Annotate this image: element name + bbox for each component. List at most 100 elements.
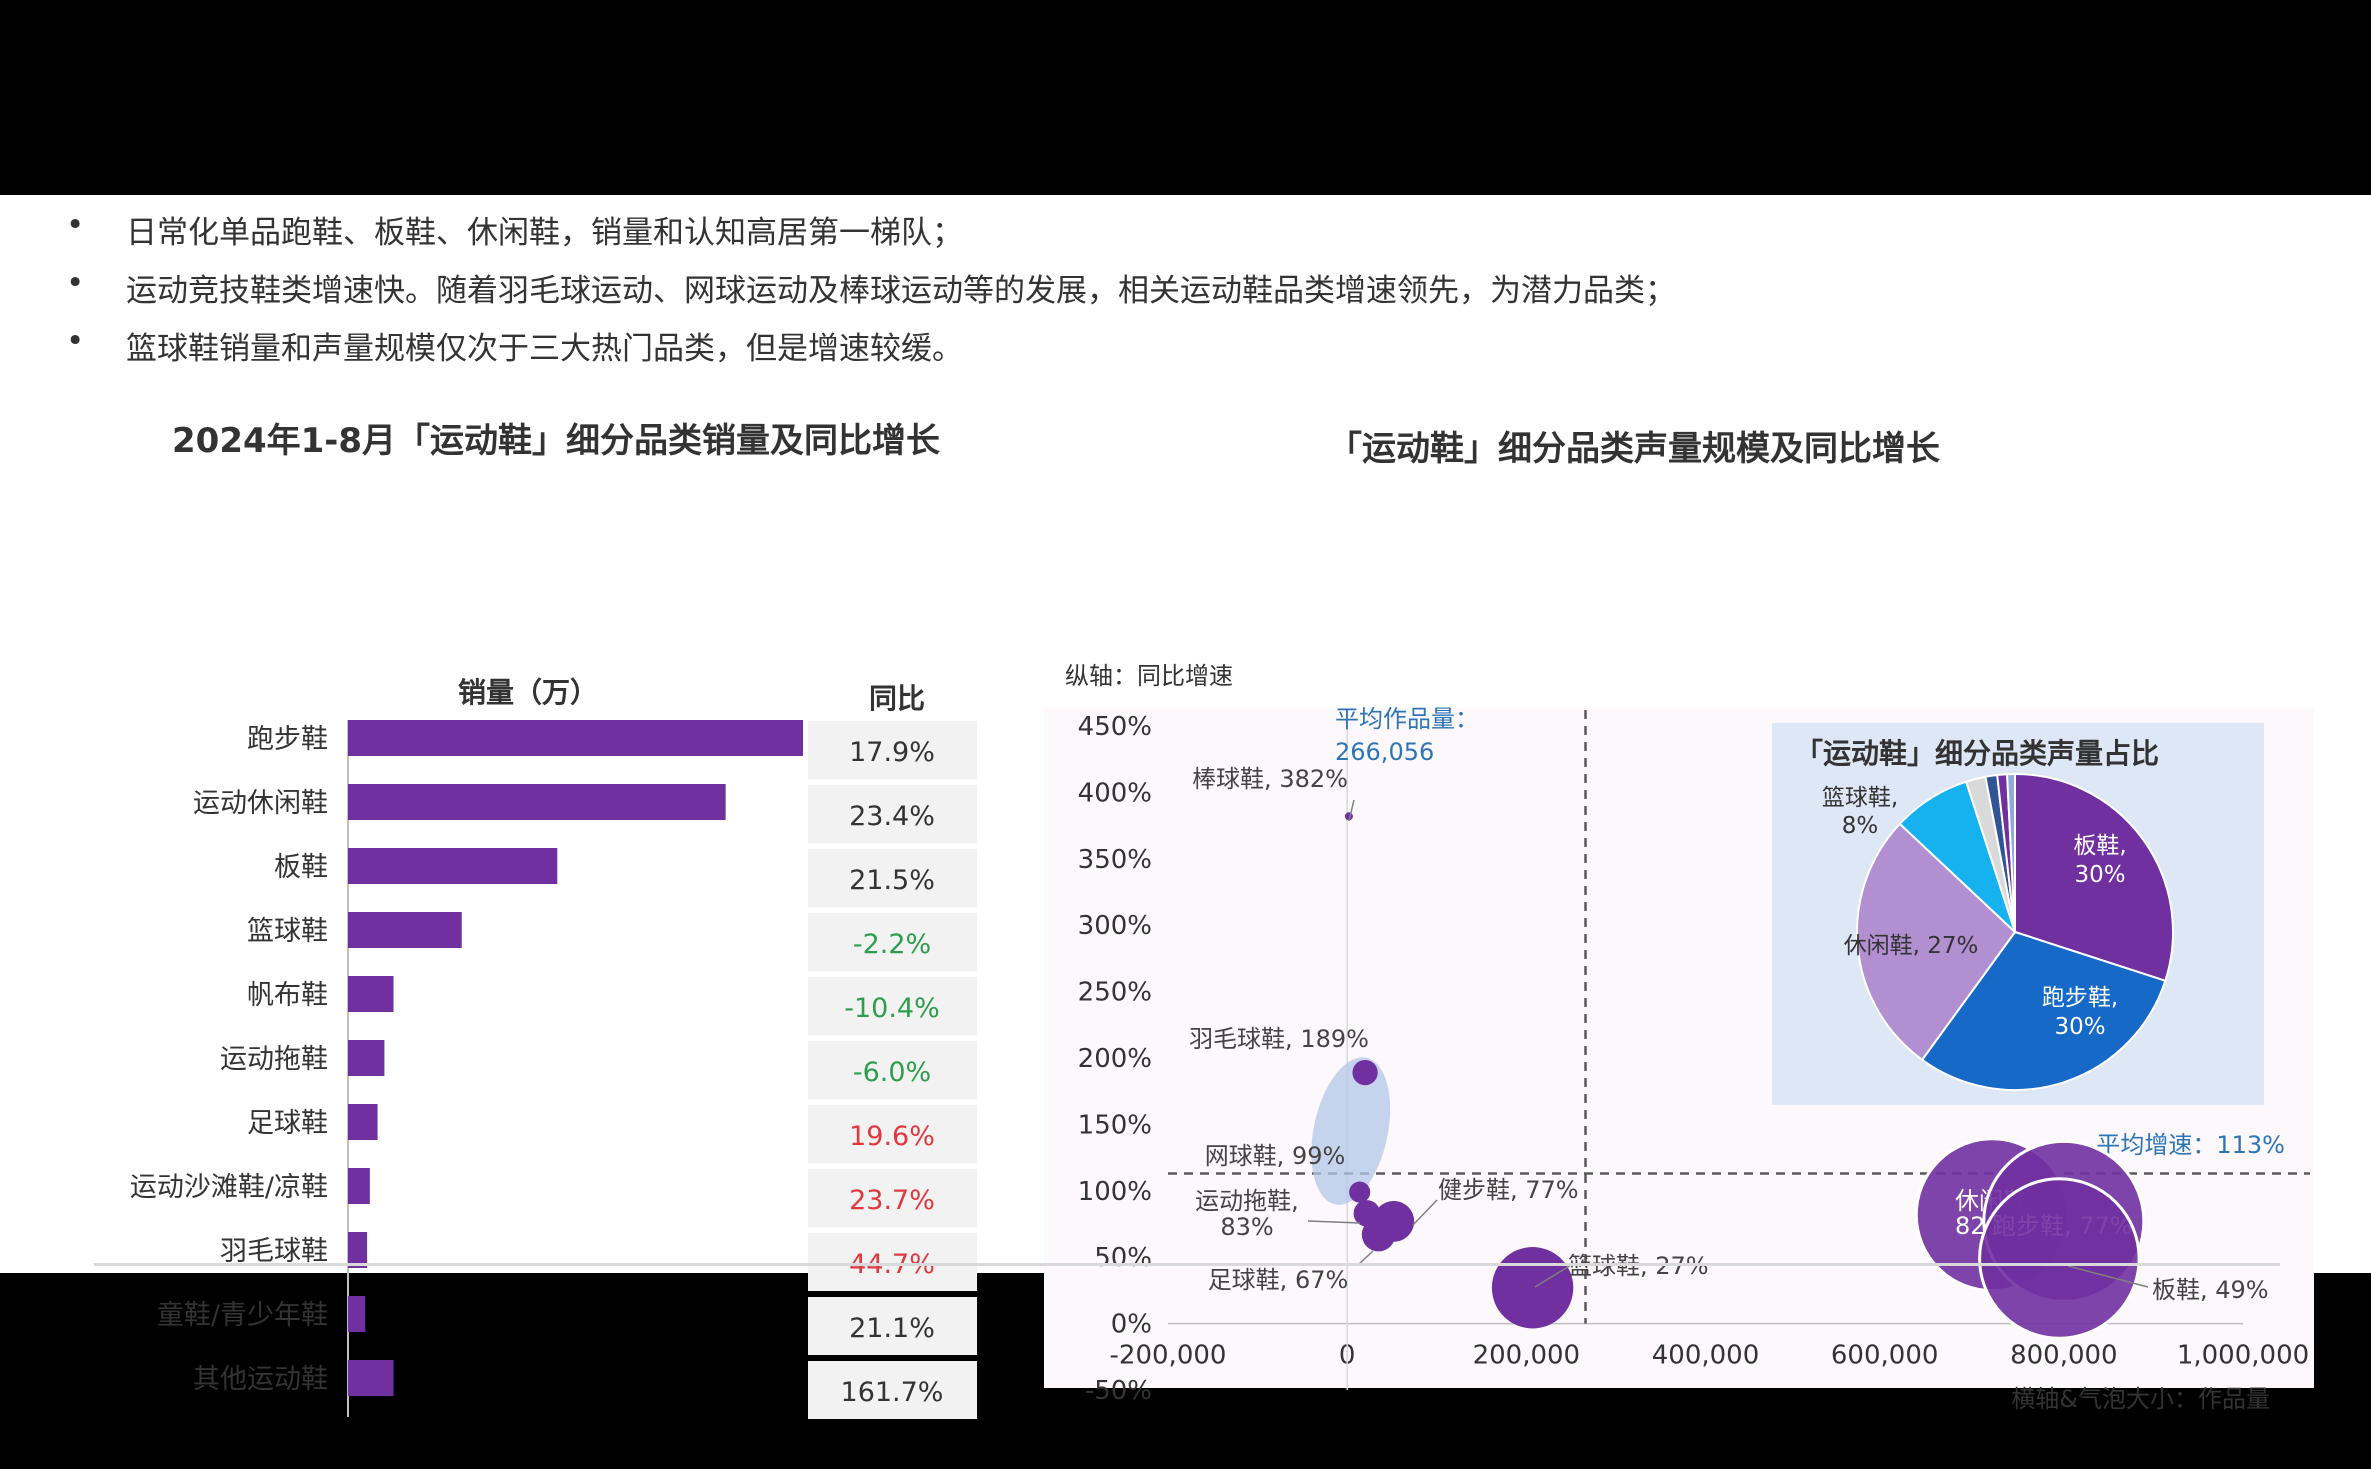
avg-x-value: 266,056 [1335, 738, 1434, 766]
y-tick-label: 350% [1078, 845, 1152, 875]
bullet-text: 日常化单品跑鞋、板鞋、休闲鞋，销量和认知高居第一梯队； [126, 215, 963, 251]
y-tick-label: 400% [1078, 778, 1152, 808]
data-bubble [1352, 1059, 1378, 1086]
x-tick-label: 200,000 [1473, 1341, 1581, 1371]
bar [348, 784, 726, 820]
x-tick-label: 1,000,000 [2177, 1341, 2309, 1371]
y-tick-label: 100% [1078, 1177, 1152, 1207]
yoy-value: 161.7% [841, 1377, 944, 1408]
data-bubble [1978, 1177, 2141, 1340]
data-label: 棒球鞋, 382% [1192, 765, 1348, 793]
data-label: 83% [1220, 1213, 1273, 1241]
label-leader [1357, 1250, 1374, 1266]
pie-pct-label: 30% [2054, 1014, 2105, 1040]
bar [348, 912, 462, 948]
x-axis-label: 横轴&气泡大小：作品量 [2011, 1385, 2270, 1413]
y-tick-label: 150% [1078, 1110, 1152, 1140]
pie-slice [1920, 930, 2167, 1091]
pie-slice [1856, 822, 2017, 1062]
yoy-value: -6.0% [853, 1057, 931, 1088]
yoy-value: 17.9% [849, 737, 935, 768]
bar [348, 976, 394, 1012]
category-label: 足球鞋 [247, 1108, 328, 1139]
x-tick-label: 400,000 [1652, 1341, 1760, 1371]
category-label: 童鞋/青少年鞋 [157, 1300, 328, 1331]
yoy-header: 同比 [869, 682, 925, 715]
category-label: 帆布鞋 [247, 980, 328, 1011]
data-label: 网球鞋, 99% [1205, 1142, 1346, 1170]
scatter-chart: 纵轴：同比增速 450% 400% 350% 300% 250% 200% 150% 100% 5… [1044, 662, 2314, 1413]
bar [348, 1232, 368, 1268]
avg-y-label: 平均增速：113% [2096, 1131, 2285, 1159]
label-leader [1412, 1199, 1438, 1226]
y-tick-label: 250% [1078, 978, 1152, 1008]
category-label: 篮球鞋 [247, 916, 328, 947]
scatter-chart-title: 「运动鞋」细分品类声量规模及同比增长 [1328, 429, 1940, 469]
bar-chart-title: 2024年1-8月「运动鞋」细分品类销量及同比增长 [172, 421, 941, 461]
y-tick-label: -50% [1085, 1376, 1152, 1406]
y-tick-label: 200% [1078, 1044, 1152, 1074]
yoy-cell [808, 1041, 977, 1099]
y-tick-label: 50% [1094, 1243, 1152, 1273]
category-label: 板鞋 [274, 852, 328, 883]
value-header: 销量（万） [458, 676, 598, 709]
yoy-cell [808, 1233, 977, 1291]
data-label: 足球鞋, 67% [1208, 1266, 1349, 1294]
footer-divider [94, 1263, 2280, 1266]
category-label: 运动拖鞋 [220, 1044, 328, 1075]
data-label: 羽毛球鞋, 189% [1189, 1025, 1369, 1053]
category-label: 跑步鞋 [247, 724, 328, 755]
pie-pct-label: 8% [1842, 813, 1879, 839]
pie-pct-label: 30% [2074, 862, 2125, 888]
yoy-value: 19.6% [849, 1121, 935, 1152]
y-tick-label: 0% [1111, 1310, 1152, 1340]
data-label: 健步鞋, 77% [1438, 1176, 1579, 1204]
bullet-text: 篮球鞋销量和声量规模仅次于三大热门品类，但是增速较缓。 [126, 331, 963, 367]
yoy-cell [808, 913, 977, 971]
data-bubble [1491, 1247, 1574, 1329]
yoy-cell [808, 785, 977, 843]
category-label: 运动沙滩鞋/凉鞋 [130, 1172, 328, 1203]
data-bubble [1349, 1181, 1371, 1203]
avg-x-label: 平均作品量： [1335, 705, 1479, 733]
slide: • 日常化单品跑鞋、板鞋、休闲鞋，销量和认知高居第一梯队； • 运动竞技鞋类增速… [0, 195, 2371, 1419]
category-label: 其他运动鞋 [193, 1364, 328, 1395]
category-label: 羽毛球鞋 [220, 1236, 328, 1267]
data-label: 板鞋, 49% [2152, 1276, 2269, 1304]
label-leader [1348, 799, 1355, 822]
y-axis-label: 纵轴：同比增速 [1065, 662, 1233, 690]
pie-label: 篮球鞋, [1822, 785, 1898, 811]
category-label: 运动休闲鞋 [193, 788, 328, 819]
yoy-value: 23.4% [849, 801, 935, 832]
pie-label: 休闲鞋, 27% [1844, 933, 1979, 959]
bar [348, 1040, 385, 1076]
yoy-value: -2.2% [853, 929, 931, 960]
bullet-marker: • [66, 207, 85, 243]
data-bubble [1361, 1217, 1396, 1252]
y-tick-label: 450% [1078, 712, 1152, 742]
y-tick-label: 300% [1078, 911, 1152, 941]
yoy-cell [808, 1105, 977, 1163]
x-tick-label: 800,000 [2010, 1341, 2118, 1371]
yoy-cell [808, 721, 977, 779]
pie-slice [2014, 772, 2174, 983]
yoy-value: 21.5% [849, 865, 935, 896]
yoy-cell [808, 1361, 977, 1419]
bullet-text: 运动竞技鞋类增速快。随着羽毛球运动、网球运动及棒球运动等的发展，相关运动鞋品类增… [126, 273, 1676, 309]
bullet-marker: • [66, 265, 85, 301]
pie-title: 「运动鞋」细分品类声量占比 [1795, 737, 2159, 770]
bar [348, 848, 558, 884]
bar [348, 1104, 378, 1140]
pie-label: 跑步鞋, [2042, 985, 2118, 1011]
bar [348, 1168, 370, 1204]
highlight-ellipse [1311, 1057, 1391, 1205]
bar [348, 1360, 394, 1396]
label-leader [1307, 1220, 1361, 1224]
label-leader [2067, 1265, 2149, 1288]
yoy-cell [808, 1297, 977, 1355]
bar [348, 1296, 366, 1332]
x-tick-label: 600,000 [1831, 1341, 1939, 1371]
pie-label: 板鞋, [2073, 833, 2126, 859]
pie-slice [2006, 772, 2016, 933]
